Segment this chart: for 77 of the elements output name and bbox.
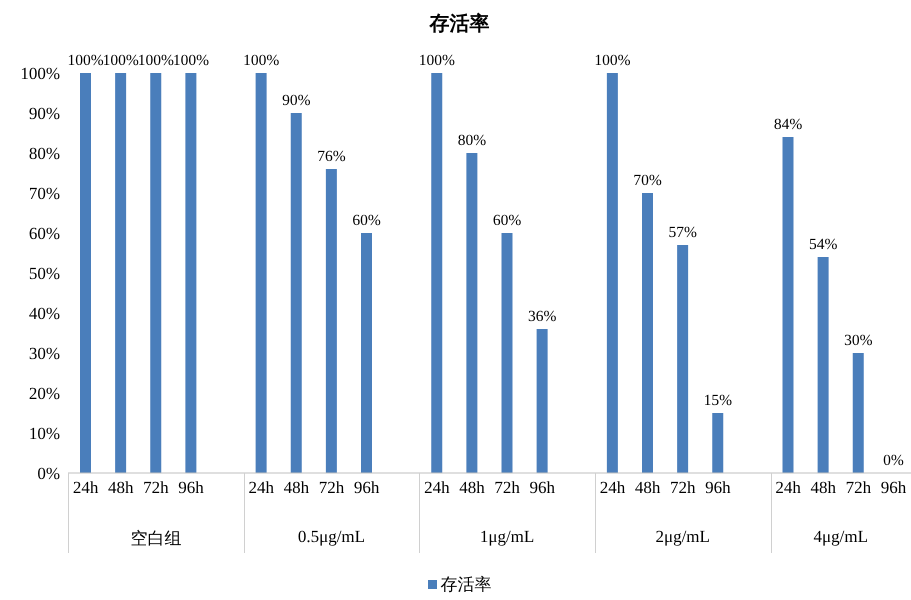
data-label: 100% — [67, 52, 104, 69]
y-tick-label: 20% — [28, 384, 60, 404]
data-label: 100% — [243, 52, 280, 69]
data-label: 60% — [492, 212, 522, 229]
data-label: 57% — [668, 224, 697, 241]
bar — [290, 113, 302, 473]
x-tick-label: 24h — [600, 478, 626, 498]
text: 4μg/mL — [812, 527, 869, 547]
y-tick-label: 80% — [28, 144, 60, 164]
x-tick-label: 72h — [670, 478, 696, 498]
bar — [80, 73, 91, 473]
data-label: 100% — [418, 52, 455, 69]
y-tick-label: 70% — [28, 184, 60, 204]
bar — [606, 73, 618, 473]
bar — [642, 193, 653, 473]
x-tick-label: 48h — [284, 478, 310, 498]
data-label: 100% — [102, 52, 139, 69]
data-label: 76% — [317, 148, 346, 165]
y-tick-label: 0% — [37, 464, 60, 484]
bar — [115, 73, 126, 473]
x-tick-label: 96h — [880, 478, 907, 498]
x-tick-label: 72h — [494, 478, 520, 498]
data-label: 80% — [458, 132, 486, 149]
x-tick-label: 96h — [529, 478, 556, 498]
y-tick-label: 50% — [28, 264, 60, 284]
bar — [818, 257, 829, 473]
bar — [466, 153, 478, 473]
x-tick-label: 72h — [846, 478, 872, 498]
bar — [536, 329, 548, 473]
bar — [677, 245, 688, 473]
x-tick-label: 72h — [143, 478, 170, 498]
data-label: 100% — [138, 52, 174, 69]
data-label: 30% — [844, 332, 873, 349]
x-tick-label: 24h — [72, 478, 99, 498]
chart-title: 存活率 — [428, 10, 490, 37]
x-tick-label: 96h — [178, 478, 204, 498]
y-tick-label: 60% — [28, 224, 60, 244]
data-label: 84% — [774, 116, 802, 133]
data-label: 100% — [594, 52, 631, 69]
bar — [256, 73, 267, 473]
data-label: 15% — [704, 392, 732, 409]
y-tick-label: 40% — [28, 304, 60, 324]
text: 1μg/mL — [478, 527, 536, 547]
y-tick-label: 100% — [20, 64, 60, 84]
data-label: 90% — [282, 92, 311, 109]
data-label: 36% — [528, 308, 556, 325]
x-tick-label: 24h — [775, 478, 802, 498]
x-tick-label: 24h — [424, 478, 450, 498]
y-tick-label: 30% — [28, 344, 60, 364]
data-label: 60% — [352, 212, 381, 229]
x-tick-label: 48h — [810, 478, 836, 498]
bar — [361, 233, 372, 473]
bar — [150, 73, 162, 473]
text: 2μg/mL — [654, 527, 711, 547]
data-label: 100% — [172, 52, 210, 69]
text: 0.5μg/mL — [296, 527, 366, 547]
x-tick-label: 72h — [318, 478, 345, 498]
bar — [502, 233, 512, 473]
legend-label: 存活率 — [440, 574, 492, 596]
bar — [326, 169, 337, 473]
y-tick-label: 90% — [28, 104, 60, 124]
data-label: 70% — [633, 172, 662, 189]
bar — [712, 413, 724, 473]
bar — [431, 73, 442, 473]
bar — [782, 137, 794, 473]
bar — [185, 73, 196, 473]
text: 空白组 — [129, 528, 182, 550]
y-tick-label: 10% — [28, 424, 60, 444]
x-tick-label: 96h — [354, 478, 380, 498]
x-tick-label: 48h — [459, 478, 486, 498]
data-label: 54% — [808, 236, 838, 253]
x-tick-label: 96h — [705, 478, 732, 498]
x-tick-label: 48h — [634, 478, 661, 498]
data-label: 0% — [883, 452, 904, 469]
x-tick-label: 48h — [108, 478, 134, 498]
bar — [852, 353, 864, 473]
x-tick-label: 24h — [248, 478, 274, 498]
